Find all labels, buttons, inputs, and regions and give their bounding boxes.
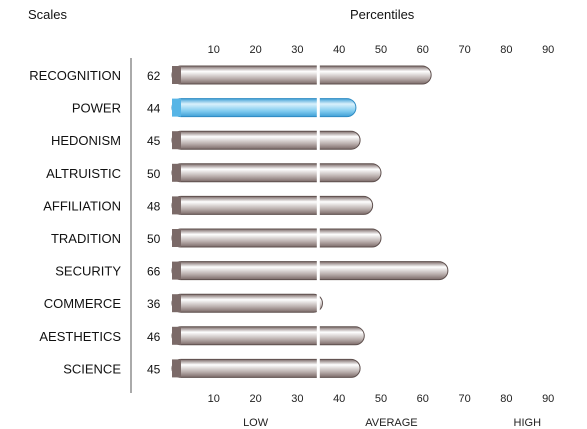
- bottom-tick-label: 90: [542, 393, 554, 405]
- bar-left-cap-affiliation: [172, 196, 181, 215]
- bar-commerce: [171, 293, 323, 313]
- bar-left-cap-security: [172, 261, 181, 280]
- top-tick-label: 50: [375, 44, 387, 56]
- value-label-security: 66: [147, 265, 161, 279]
- top-tick-label: 60: [417, 44, 429, 56]
- bar-left-cap-tradition: [172, 229, 181, 247]
- bar-left-cap-power: [172, 98, 181, 117]
- bottom-tick-label: 10: [208, 393, 220, 405]
- bar-recognition: [171, 65, 432, 85]
- top-tick-label: 40: [333, 44, 345, 56]
- bar-aesthetics: [171, 326, 365, 346]
- bottom-tick-label: 70: [458, 393, 470, 405]
- bottom-tick-label: 20: [249, 393, 261, 405]
- category-label-power: POWER: [72, 101, 121, 116]
- category-label-science: SCIENCE: [63, 361, 121, 376]
- zone-label-high: HIGH: [514, 417, 542, 429]
- bottom-tick-label: 40: [333, 393, 345, 405]
- bottom-tick-label: 60: [417, 393, 429, 405]
- category-label-altruistic: ALTRUISTIC: [46, 166, 121, 181]
- bar-science: [171, 358, 361, 378]
- bottom-tick-label: 50: [375, 393, 387, 405]
- value-label-recognition: 62: [147, 69, 161, 83]
- value-label-science: 45: [147, 362, 161, 376]
- bar-left-cap-altruistic: [172, 163, 181, 182]
- top-tick-label: 70: [458, 44, 470, 56]
- bar-power: [171, 98, 357, 118]
- category-label-tradition: TRADITION: [51, 231, 121, 246]
- category-label-recognition: RECOGNITION: [29, 68, 121, 83]
- category-label-hedonism: HEDONISM: [51, 133, 121, 148]
- zone-label-average: AVERAGE: [365, 417, 417, 429]
- average-boundary-divider: [316, 58, 320, 382]
- bar-left-cap-recognition: [172, 66, 181, 84]
- bar-left-cap-science: [172, 359, 181, 378]
- value-label-aesthetics: 46: [147, 330, 161, 344]
- bar-altruistic: [171, 163, 382, 183]
- zone-label-low: LOW: [243, 417, 269, 429]
- bar-left-cap-aesthetics: [172, 326, 181, 345]
- category-label-security: SECURITY: [55, 264, 121, 279]
- value-label-tradition: 50: [147, 232, 161, 246]
- value-label-altruistic: 50: [147, 167, 161, 181]
- bar-security: [171, 261, 449, 281]
- bottom-tick-label: 30: [291, 393, 303, 405]
- bar-affiliation: [171, 195, 374, 215]
- bar-left-cap-hedonism: [172, 131, 181, 150]
- value-label-power: 44: [147, 102, 161, 116]
- top-tick-label: 10: [208, 44, 220, 56]
- top-tick-label: 90: [542, 44, 554, 56]
- bar-hedonism: [171, 130, 361, 150]
- value-label-hedonism: 45: [147, 134, 161, 148]
- top-tick-label: 20: [249, 44, 261, 56]
- percentiles-header: Percentiles: [350, 7, 415, 22]
- category-label-commerce: COMMERCE: [44, 296, 122, 311]
- category-label-aesthetics: AESTHETICS: [39, 329, 121, 344]
- value-label-commerce: 36: [147, 297, 161, 311]
- bar-left-cap-commerce: [172, 294, 181, 313]
- top-tick-label: 80: [500, 44, 512, 56]
- bottom-tick-label: 80: [500, 393, 512, 405]
- category-label-affiliation: AFFILIATION: [43, 198, 121, 213]
- value-label-affiliation: 48: [147, 199, 161, 213]
- top-tick-label: 30: [291, 44, 303, 56]
- bar-tradition: [171, 228, 382, 248]
- scales-header: Scales: [28, 7, 68, 22]
